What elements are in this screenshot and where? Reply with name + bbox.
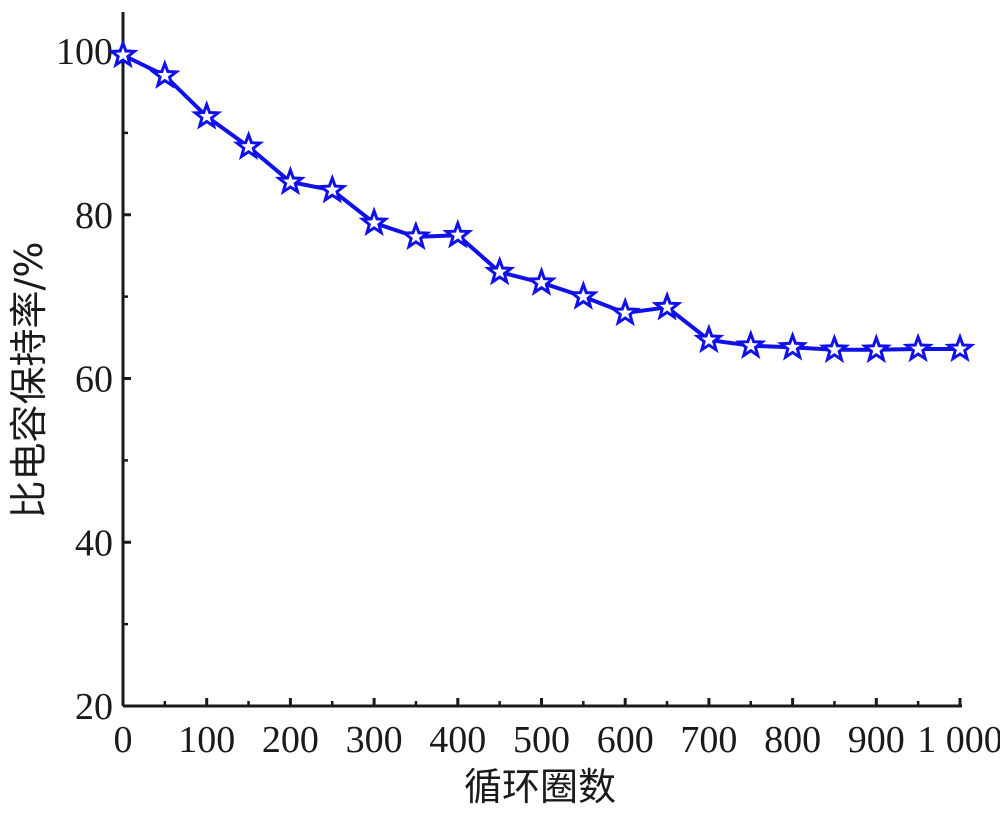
x-axis-title: 循环圈数 xyxy=(464,765,616,809)
y-tick-label: 100 xyxy=(56,31,113,73)
x-tick-label: 200 xyxy=(262,719,319,761)
star-marker xyxy=(191,100,223,130)
series-line xyxy=(122,53,960,352)
y-tick-label: 60 xyxy=(75,359,113,401)
star-marker xyxy=(149,59,181,89)
x-tick-label: 600 xyxy=(597,719,654,761)
star-marker xyxy=(316,173,348,204)
star-marker xyxy=(860,333,892,364)
x-tick-label: 800 xyxy=(764,719,821,761)
star-marker xyxy=(777,331,809,361)
star-marker xyxy=(902,332,934,363)
y-axis-title: 比电容保持率/% xyxy=(7,242,51,519)
x-tick-label: 900 xyxy=(848,719,905,761)
y-tick-label: 80 xyxy=(75,195,113,237)
x-tick-label: 100 xyxy=(178,719,235,761)
star-marker xyxy=(693,323,725,354)
star-marker xyxy=(232,130,265,161)
x-tick-label: 1 000 xyxy=(917,719,1000,761)
star-marker xyxy=(400,220,432,251)
star-marker xyxy=(651,291,683,321)
star-marker xyxy=(274,165,306,196)
star-marker xyxy=(735,329,767,360)
star-marker xyxy=(609,296,641,327)
y-tick-label: 40 xyxy=(75,522,113,564)
x-tick-label: 400 xyxy=(429,719,486,761)
x-tick-label: 0 xyxy=(114,719,133,761)
x-tick-label: 500 xyxy=(513,719,570,761)
star-marker xyxy=(818,333,851,364)
x-tick-label: 700 xyxy=(680,719,737,761)
x-tick-label: 300 xyxy=(346,719,403,761)
star-marker xyxy=(358,206,390,237)
star-marker xyxy=(526,266,557,296)
series-layer xyxy=(107,38,976,364)
star-marker xyxy=(484,255,516,286)
ticks: 20 40 60 80 100 0 100 200 300 400 500 600 700 800 900 1… xyxy=(56,31,1000,761)
star-marker xyxy=(442,218,474,249)
y-tick-label: 20 xyxy=(75,686,113,728)
axes xyxy=(121,12,962,708)
star-marker xyxy=(567,280,599,310)
star-marker xyxy=(107,38,139,69)
star-marker xyxy=(944,332,976,363)
